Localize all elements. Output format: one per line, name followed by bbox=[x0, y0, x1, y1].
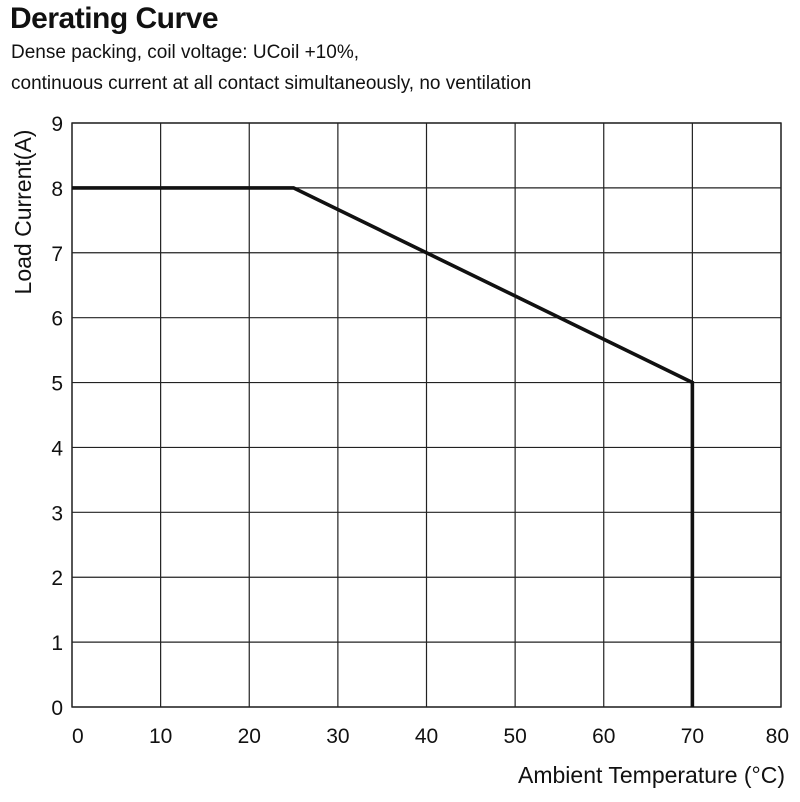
y-tick-label: 8 bbox=[51, 178, 63, 201]
x-tick-label: 40 bbox=[415, 725, 438, 748]
y-tick-label: 0 bbox=[51, 697, 63, 720]
y-tick-label: 6 bbox=[51, 308, 63, 331]
chart-subtitle-line-1: Dense packing, coil voltage: UCoil +10%, bbox=[11, 42, 359, 63]
x-tick-label: 20 bbox=[238, 725, 261, 748]
y-tick-label: 2 bbox=[51, 567, 63, 590]
y-tick-label: 7 bbox=[51, 243, 63, 266]
x-tick-label: 0 bbox=[72, 725, 84, 748]
y-tick-label: 3 bbox=[51, 502, 63, 525]
y-tick-label: 9 bbox=[51, 113, 63, 136]
x-tick-label: 30 bbox=[326, 725, 349, 748]
x-tick-label: 10 bbox=[149, 725, 172, 748]
chart-subtitle-line-2: continuous current at all contact simult… bbox=[11, 73, 532, 94]
chart-title: Derating Curve bbox=[10, 2, 219, 35]
y-tick-label: 4 bbox=[51, 437, 63, 460]
series-layer bbox=[72, 186, 695, 707]
x-axis-label: Ambient Temperature (°C) bbox=[518, 762, 785, 788]
x-tick-label: 70 bbox=[681, 725, 704, 748]
x-tick-label: 60 bbox=[592, 725, 615, 748]
x-tick-label: 50 bbox=[503, 725, 526, 748]
y-tick-label: 5 bbox=[51, 373, 63, 396]
y-axis-label: Load Current(A) bbox=[10, 130, 36, 295]
tick-labels: 0 10 20 30 40 50 60 70 80 0 1 2 3 4 5 6 7 8 9 bbox=[51, 113, 789, 748]
x-tick-label: 80 bbox=[766, 725, 789, 748]
grid bbox=[71, 122, 782, 708]
y-tick-label: 1 bbox=[51, 632, 63, 655]
plot-frame bbox=[71, 122, 782, 708]
derating-curve-line bbox=[72, 186, 695, 707]
